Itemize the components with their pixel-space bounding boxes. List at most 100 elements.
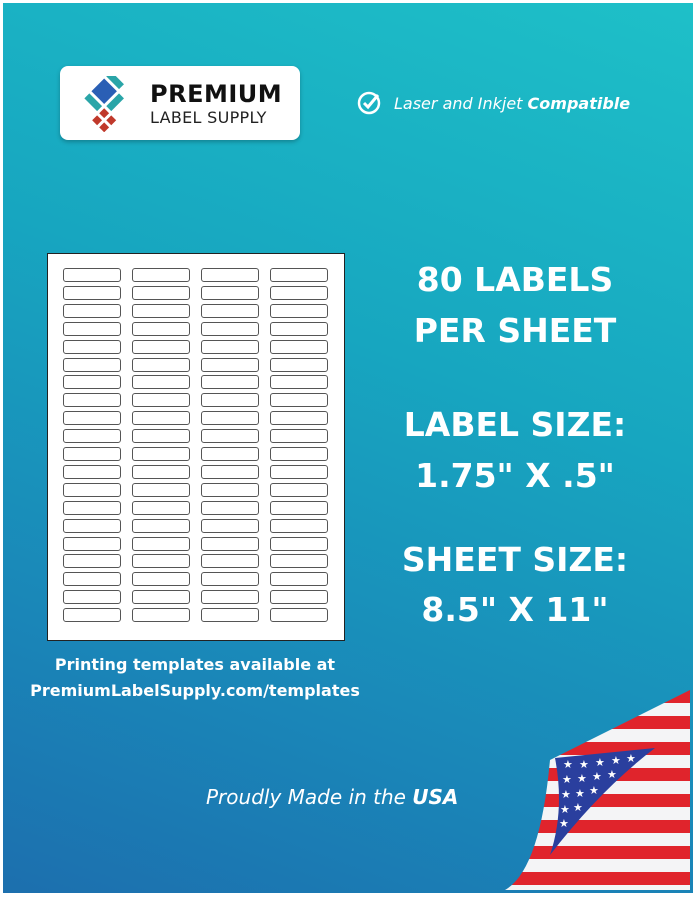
label-cell (201, 339, 259, 354)
label-cell (201, 464, 259, 479)
label-cell (201, 375, 259, 390)
label-cell (132, 429, 190, 444)
label-cell (201, 303, 259, 318)
flag-stripe (505, 716, 690, 729)
label-cell (201, 500, 259, 515)
flag-stripe (505, 794, 690, 807)
label-cell (132, 268, 190, 282)
flag-star: ★ (559, 817, 569, 830)
usa-emphasis: USA (412, 785, 459, 809)
logo-mark-icon (84, 76, 124, 132)
flag-star: ★ (577, 772, 587, 785)
flag-stripe (505, 729, 690, 742)
label-cell (63, 285, 121, 300)
label-cell (63, 608, 121, 623)
label-cell (132, 321, 190, 336)
flag-star: ★ (595, 756, 605, 769)
label-cell (63, 411, 121, 426)
label-cell (201, 572, 259, 587)
label-cell (63, 393, 121, 408)
label-cell (63, 321, 121, 336)
label-cell (270, 536, 328, 551)
flag-stripe (505, 872, 690, 885)
label-cell (270, 321, 328, 336)
templates-note: Printing templates available at PremiumL… (10, 652, 380, 704)
check-circle-icon (357, 91, 381, 115)
labels-per-sheet-line1: 80 LABELS (416, 260, 614, 299)
sheet-size-value: 8.5" X 11" (421, 590, 609, 629)
flag-stripe (505, 859, 690, 872)
flag-stripe (505, 885, 690, 890)
made-in-usa: Proudly Made in the USA (206, 785, 458, 809)
label-cell (201, 447, 259, 461)
label-cell (270, 393, 328, 408)
label-cell (63, 357, 121, 372)
label-cell (63, 339, 121, 354)
label-cell (201, 554, 259, 569)
label-cell (63, 572, 121, 587)
label-cell (201, 411, 259, 426)
label-size-value: 1.75" X .5" (415, 456, 615, 495)
label-cell (63, 375, 121, 390)
templates-line1: Printing templates available at (54, 655, 336, 674)
label-cell (132, 554, 190, 569)
label-cell (132, 303, 190, 318)
compatibility-note: Laser and Inkjet Compatible (356, 90, 630, 116)
label-cell (201, 608, 259, 623)
label-cell (132, 393, 190, 408)
label-cell (201, 590, 259, 605)
label-cell (270, 608, 328, 623)
label-cell (132, 590, 190, 605)
flag-stripe (505, 833, 690, 846)
flag-stripe (505, 742, 690, 755)
label-cell (270, 375, 328, 390)
label-cell (63, 303, 121, 318)
brand-logo: PREMIUM LABEL SUPPLY (60, 66, 300, 140)
usa-text: Proudly Made in the (206, 785, 413, 809)
label-cell (270, 482, 328, 497)
flag-stripe (505, 703, 690, 716)
label-cell (270, 357, 328, 372)
flag-star: ★ (563, 758, 573, 771)
label-cell (270, 572, 328, 587)
label-cell (270, 339, 328, 354)
flag-stripe (505, 820, 690, 833)
label-cell (132, 285, 190, 300)
label-size-title: LABEL SIZE: (403, 405, 627, 444)
sheet-size-title: SHEET SIZE: (401, 540, 629, 579)
flag-star: ★ (562, 773, 572, 786)
label-cell (132, 357, 190, 372)
label-cell (63, 536, 121, 551)
templates-url: PremiumLabelSupply.com/templates (30, 681, 360, 700)
label-cell (132, 411, 190, 426)
label-cell (132, 375, 190, 390)
label-cell (270, 500, 328, 515)
label-cell (201, 518, 259, 533)
label-cell (201, 393, 259, 408)
compat-emphasis: Compatible (527, 93, 631, 113)
label-cell (270, 464, 328, 479)
flag-star: ★ (561, 788, 571, 801)
compat-text: Laser and Inkjet (394, 93, 528, 113)
labels-per-sheet-line2: PER SHEET (413, 311, 617, 350)
label-cell (132, 572, 190, 587)
label-cell (270, 590, 328, 605)
flag-star: ★ (573, 801, 583, 814)
label-cell (270, 268, 328, 282)
brand-subtitle: LABEL SUPPLY (150, 108, 267, 127)
label-cell (63, 554, 121, 569)
flag-star: ★ (589, 784, 599, 797)
label-cell (63, 464, 121, 479)
label-cell (201, 429, 259, 444)
label-sheet-diagram (47, 253, 345, 641)
label-cell (201, 285, 259, 300)
flag-star: ★ (579, 758, 589, 771)
flag-star: ★ (592, 770, 602, 783)
label-cell (63, 268, 121, 282)
label-cell (201, 482, 259, 497)
label-cell (63, 518, 121, 533)
label-cell (63, 482, 121, 497)
label-cell (270, 518, 328, 533)
flag-stripe (505, 690, 690, 703)
label-cell (132, 464, 190, 479)
